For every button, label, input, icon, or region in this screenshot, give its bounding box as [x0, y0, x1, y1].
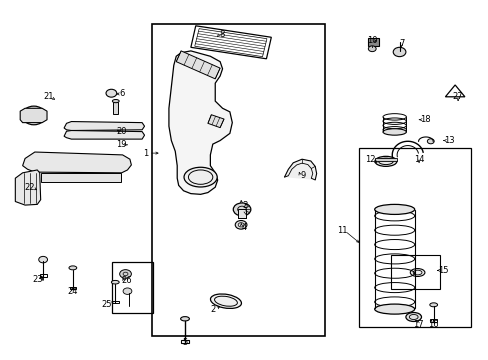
Text: 5: 5: [182, 338, 187, 347]
Bar: [113, 102, 118, 114]
Text: 4: 4: [242, 223, 246, 232]
Ellipse shape: [210, 294, 241, 309]
Text: 18: 18: [419, 115, 429, 124]
Text: 3: 3: [242, 201, 246, 210]
Polygon shape: [64, 122, 144, 131]
Text: 24: 24: [67, 287, 78, 296]
Ellipse shape: [374, 156, 396, 166]
Text: 20: 20: [116, 127, 126, 136]
Text: 1: 1: [143, 149, 148, 158]
Circle shape: [233, 203, 250, 216]
Text: 26: 26: [121, 276, 132, 285]
Bar: [181, 340, 188, 343]
Text: 10: 10: [366, 36, 377, 45]
Polygon shape: [64, 131, 144, 139]
Ellipse shape: [180, 317, 189, 321]
Text: 7: 7: [398, 39, 404, 48]
Text: 23: 23: [32, 275, 42, 284]
Ellipse shape: [429, 303, 437, 307]
Polygon shape: [20, 108, 47, 123]
Ellipse shape: [183, 167, 217, 187]
Text: 16: 16: [427, 320, 438, 329]
Text: 14: 14: [413, 155, 424, 164]
Circle shape: [427, 139, 433, 144]
Text: 13: 13: [443, 136, 454, 145]
Polygon shape: [22, 152, 131, 173]
Text: 17: 17: [412, 320, 423, 329]
Text: 19: 19: [116, 140, 126, 149]
Circle shape: [120, 270, 131, 278]
Polygon shape: [176, 51, 220, 79]
Text: 12: 12: [365, 155, 375, 164]
Ellipse shape: [112, 99, 119, 103]
Ellipse shape: [405, 312, 421, 321]
Text: 15: 15: [437, 266, 448, 275]
Ellipse shape: [111, 280, 119, 284]
Text: 8: 8: [219, 30, 224, 39]
Bar: [390, 255, 439, 289]
Bar: [367, 39, 378, 45]
Text: 25: 25: [102, 300, 112, 309]
Text: 11: 11: [336, 226, 346, 235]
Bar: [358, 148, 470, 327]
Bar: [40, 274, 46, 277]
Ellipse shape: [22, 106, 45, 125]
Polygon shape: [168, 51, 232, 194]
Ellipse shape: [382, 129, 406, 135]
Polygon shape: [284, 159, 316, 180]
Circle shape: [123, 288, 132, 294]
Bar: [374, 158, 396, 161]
Circle shape: [235, 221, 246, 229]
Text: 21: 21: [43, 92, 54, 101]
Circle shape: [367, 46, 375, 51]
Text: 2: 2: [210, 305, 215, 314]
Bar: [41, 173, 121, 182]
Bar: [152, 24, 325, 336]
Text: 9: 9: [300, 171, 305, 180]
Text: 6: 6: [119, 89, 124, 98]
Circle shape: [392, 47, 405, 57]
Ellipse shape: [69, 266, 77, 270]
Bar: [112, 262, 153, 313]
Bar: [112, 301, 119, 303]
Ellipse shape: [374, 304, 414, 314]
Text: 22: 22: [25, 183, 35, 192]
Polygon shape: [15, 170, 41, 205]
Circle shape: [39, 256, 47, 263]
Circle shape: [106, 89, 117, 97]
Bar: [429, 319, 436, 321]
Text: 27: 27: [452, 92, 463, 101]
Bar: [237, 210, 246, 218]
Bar: [70, 287, 76, 289]
Ellipse shape: [409, 269, 424, 276]
Polygon shape: [207, 115, 224, 128]
Ellipse shape: [374, 204, 414, 215]
